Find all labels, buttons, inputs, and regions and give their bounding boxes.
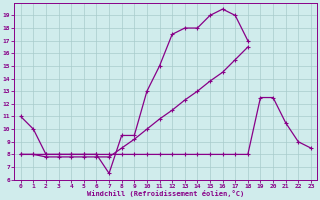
X-axis label: Windchill (Refroidissement éolien,°C): Windchill (Refroidissement éolien,°C) — [87, 190, 244, 197]
